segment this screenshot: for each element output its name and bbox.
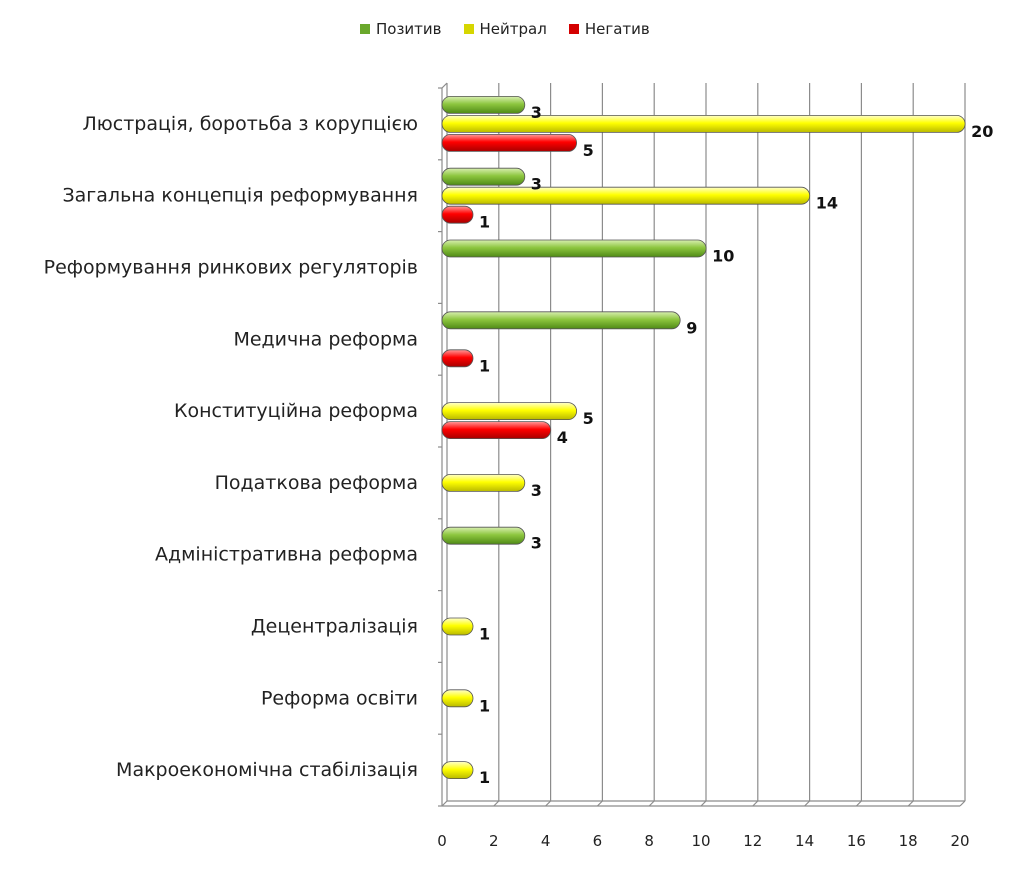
category-label-5: Податкова реформа xyxy=(215,472,418,494)
data-label-0-6: 3 xyxy=(531,534,542,553)
bar-0-0 xyxy=(441,96,526,114)
grid-floor-4 xyxy=(545,800,552,807)
bar-1-4 xyxy=(441,402,578,421)
legend-label-neutral: Нейтрал xyxy=(479,20,547,38)
grid-floor-6 xyxy=(596,800,603,807)
grid-floor-18 xyxy=(907,800,914,807)
x-tick-label-18: 18 xyxy=(899,832,918,850)
data-label-1-9: 1 xyxy=(479,768,490,787)
x-tick-label-20: 20 xyxy=(950,832,969,850)
bar-0-3 xyxy=(441,311,681,330)
bar-0-2 xyxy=(441,239,707,258)
bar-2-4 xyxy=(441,421,552,440)
x-tick-label-2: 2 xyxy=(489,832,499,850)
x-tick-label-0: 0 xyxy=(437,832,447,850)
bar-2-1 xyxy=(441,205,474,224)
data-label-0-1: 3 xyxy=(531,175,542,194)
x-tick-label-4: 4 xyxy=(541,832,551,850)
bars xyxy=(441,96,966,779)
x-tick-label-12: 12 xyxy=(743,832,762,850)
x-tick-label-16: 16 xyxy=(847,832,866,850)
legend-swatch-neutral xyxy=(463,24,474,34)
bar-0-6 xyxy=(441,526,526,545)
category-label-7: Децентралізація xyxy=(251,616,418,638)
category-label-4: Конституційна реформа xyxy=(174,400,418,422)
data-label-1-5: 3 xyxy=(531,481,542,500)
grid-floor-10 xyxy=(700,800,707,807)
bar-2-0 xyxy=(441,133,578,152)
legend-label-negative: Негатив xyxy=(584,20,650,38)
category-label-0: Люстрація, боротьба з корупцією xyxy=(82,113,418,135)
x-tick-label-8: 8 xyxy=(644,832,654,850)
bar-1-1 xyxy=(441,186,811,205)
x-tick-label-10: 10 xyxy=(691,832,710,850)
data-label-1-7: 1 xyxy=(479,625,490,644)
data-label-2-4: 4 xyxy=(557,428,568,447)
legend-swatch-negative xyxy=(568,24,579,34)
data-label-1-0: 20 xyxy=(971,122,993,141)
grid-floor-14 xyxy=(804,800,811,807)
category-label-1: Загальна концепція реформування xyxy=(62,185,418,207)
category-label-9: Макроекономічна стабілізація xyxy=(116,759,418,781)
data-label-2-0: 5 xyxy=(583,141,594,160)
legend-item-negative: Негатив xyxy=(568,20,650,38)
bar-0-1 xyxy=(441,167,526,186)
legend-label-positive: Позитив xyxy=(376,20,442,38)
chart-legend: Позитив Нейтрал Негатив xyxy=(360,20,650,38)
data-label-1-8: 1 xyxy=(479,696,490,715)
grid-floor-0 xyxy=(441,800,448,807)
data-label-0-2: 10 xyxy=(712,247,734,266)
category-label-2: Реформування ринкових регуляторів xyxy=(44,257,418,279)
grid-floor-2 xyxy=(493,800,500,807)
x-tick-label-14: 14 xyxy=(795,832,814,850)
category-label-8: Реформа освіти xyxy=(261,687,418,709)
y-axis-top xyxy=(441,82,448,89)
bar-1-5 xyxy=(441,473,526,492)
data-label-0-3: 9 xyxy=(686,318,697,337)
bar-1-9 xyxy=(441,761,474,779)
bar-1-8 xyxy=(441,689,474,708)
bar-1-7 xyxy=(441,617,474,636)
data-label-2-3: 1 xyxy=(479,356,490,375)
legend-item-neutral: Нейтрал xyxy=(463,20,547,38)
bar-2-3 xyxy=(441,349,474,368)
category-label-6: Адміністративна реформа xyxy=(155,544,418,566)
legend-item-positive: Позитив xyxy=(360,20,442,38)
category-label-3: Медична реформа xyxy=(233,328,418,350)
grid-floor-12 xyxy=(752,800,759,807)
grid-floor-16 xyxy=(855,800,862,807)
grid-floor-20 xyxy=(959,800,966,807)
bar-1-0 xyxy=(441,115,966,133)
data-label-0-0: 3 xyxy=(531,103,542,122)
data-label-1-4: 5 xyxy=(583,409,594,428)
data-label-1-1: 14 xyxy=(816,194,838,213)
legend-swatch-positive xyxy=(360,24,370,34)
data-label-2-1: 1 xyxy=(479,213,490,232)
x-tick-label-6: 6 xyxy=(593,832,603,850)
axes xyxy=(438,82,965,807)
grid-floor-8 xyxy=(648,800,655,807)
